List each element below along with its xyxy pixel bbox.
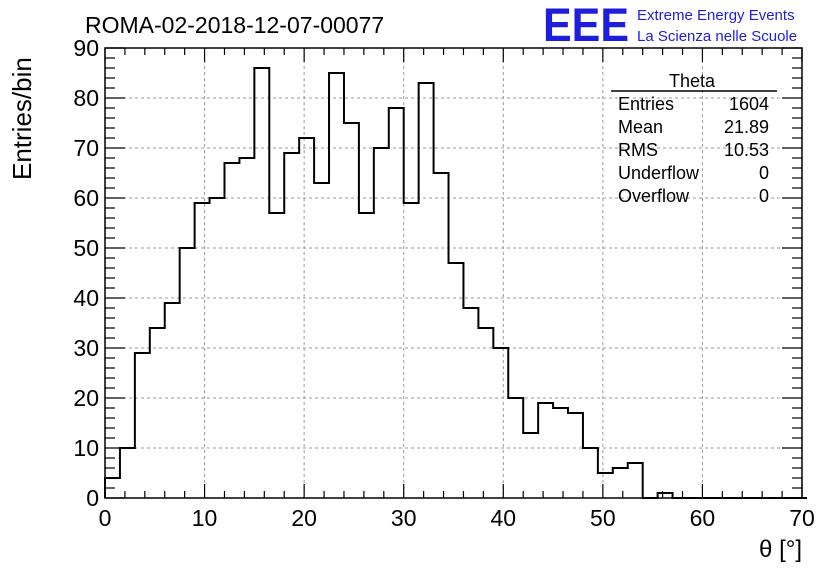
org-subtitle: La Scienza nelle Scuole (637, 28, 797, 45)
stats-rms-label: RMS (618, 140, 658, 160)
histogram-bin (329, 73, 344, 498)
x-tick-label: 30 (391, 505, 417, 531)
plot-frame (104, 47, 803, 499)
histogram-outline (104, 67, 807, 499)
histogram-bin (374, 148, 389, 498)
histogram-bin (628, 463, 643, 498)
x-tick-label: 10 (192, 505, 218, 531)
histogram-bin (359, 213, 374, 498)
histogram-bin (598, 473, 613, 498)
x-tick-label: 40 (490, 505, 516, 531)
histogram-bin (389, 108, 404, 498)
histogram-bin (404, 203, 419, 498)
stats-mean-label: Mean (618, 117, 663, 137)
y-tick-label: 80 (73, 85, 99, 111)
x-tick-label: 0 (99, 505, 112, 531)
stats-box: Theta Entries 1604 Mean 21.89 RMS 10.53 … (611, 71, 777, 206)
histogram-bin (210, 198, 225, 498)
axis-ticks (104, 47, 803, 499)
x-tick-label: 70 (789, 505, 815, 531)
y-tick-label: 0 (86, 485, 99, 511)
histogram-bin (165, 303, 180, 498)
y-axis-label: Entries/bin (7, 57, 37, 180)
stats-title: Theta (669, 71, 716, 91)
histogram-bin (344, 123, 359, 498)
histogram-bin (463, 308, 478, 498)
stats-underflow-value: 0 (759, 163, 769, 183)
histogram-bin (523, 433, 538, 498)
y-tick-label: 40 (73, 285, 99, 311)
y-tick-label: 50 (73, 235, 99, 261)
y-tick-label: 90 (73, 35, 99, 61)
histogram-bin (538, 403, 553, 498)
x-axis-label: θ [°] (759, 536, 802, 563)
y-tick-label: 10 (73, 435, 99, 461)
histogram-bin (135, 353, 150, 498)
histogram-bin (613, 468, 628, 498)
y-tick-label: 30 (73, 335, 99, 361)
x-tick-label: 60 (690, 505, 716, 531)
histogram-bin (284, 153, 299, 498)
histogram-bin (553, 408, 568, 498)
histogram-bin (180, 248, 195, 498)
histogram-bin (583, 448, 598, 498)
stats-entries-value: 1604 (729, 94, 769, 114)
stats-overflow-label: Overflow (618, 186, 690, 206)
histogram-bin (299, 138, 314, 498)
histogram-bin (493, 348, 508, 498)
tick-labels: 0 10 20 30 40 50 60 70 0 10 20 30 40 50 60 70 80 90 (73, 35, 814, 531)
stats-overflow-value: 0 (759, 186, 769, 206)
org-name: Extreme Energy Events (637, 7, 795, 24)
run-title: ROMA-02-2018-12-07-00077 (85, 12, 384, 38)
stats-rms-value: 10.53 (724, 140, 769, 160)
eee-logo: EEE (543, 0, 629, 51)
y-tick-label: 60 (73, 185, 99, 211)
x-tick-label: 20 (291, 505, 317, 531)
histogram-bin (195, 203, 210, 498)
grid (105, 48, 802, 498)
histogram-bin (120, 448, 135, 498)
histogram-bin (269, 213, 284, 498)
stats-underflow-label: Underflow (618, 163, 700, 183)
stats-entries-label: Entries (618, 94, 674, 114)
histogram-bin (150, 328, 165, 498)
histogram-bin (568, 413, 583, 498)
x-tick-label: 50 (590, 505, 616, 531)
stats-mean-value: 21.89 (724, 117, 769, 137)
histogram-bin (478, 328, 493, 498)
histogram-bin (254, 68, 269, 498)
histogram-bin (314, 183, 329, 498)
y-tick-label: 70 (73, 135, 99, 161)
histogram-bin (419, 83, 434, 498)
y-tick-label: 20 (73, 385, 99, 411)
histogram-bin (434, 173, 449, 498)
histogram-bin (239, 158, 254, 498)
